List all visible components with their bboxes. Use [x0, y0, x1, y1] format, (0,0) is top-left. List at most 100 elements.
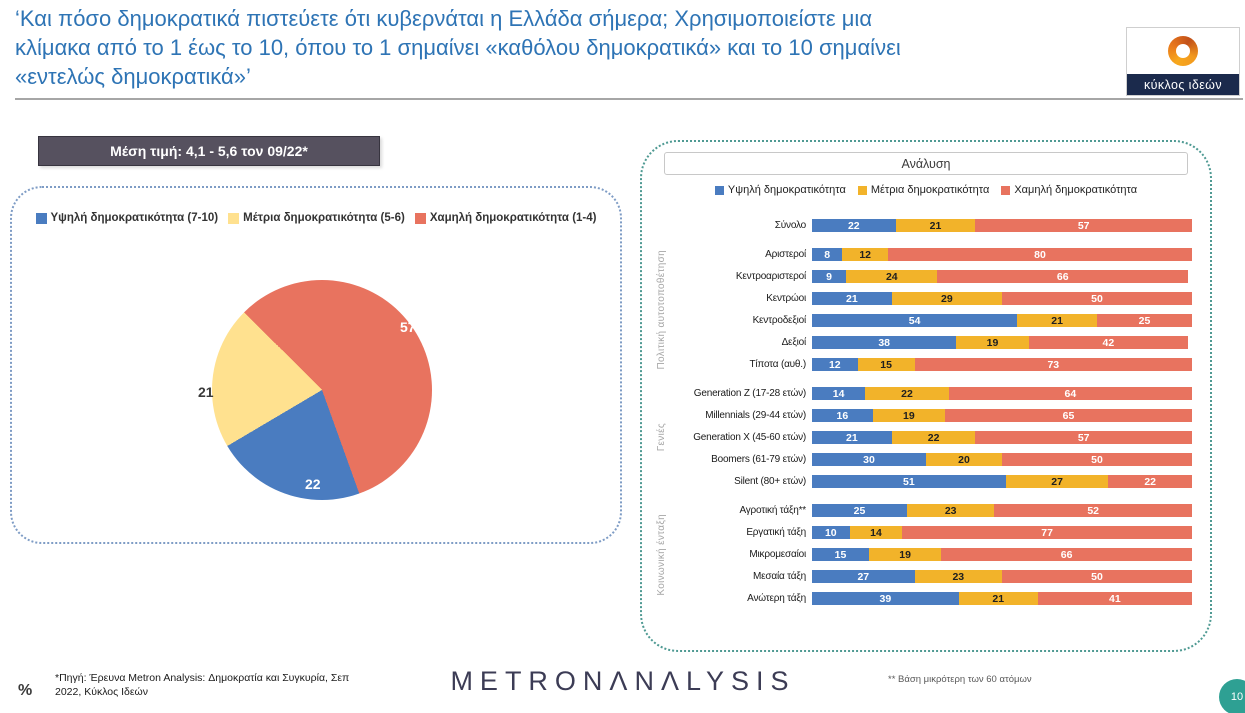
page-title: ‘Και πόσο δημοκρατικά πιστεύετε ότι κυβε…	[15, 6, 901, 90]
bar-category-label: Generation Z (17-28 ετών)	[693, 388, 806, 399]
bar-segment-mid: 14	[849, 526, 903, 539]
bar-category-label: Αριστεροί	[765, 249, 806, 260]
bar-segment-high: 51	[812, 475, 1006, 488]
bar-segment-low: 25	[1096, 314, 1192, 327]
bar-track: 27 23 50	[812, 570, 1192, 583]
bar-segment-high: 14	[812, 387, 866, 400]
bar-segment-mid: 29	[891, 292, 1002, 305]
bar-row: Τίποτα (αυθ.) 12 15 73	[670, 357, 1192, 372]
analysis-panel: Ανάλυση Υψηλή δημοκρατικότητα Μέτρια δημ…	[640, 140, 1212, 652]
bar-segment-high: 21	[812, 292, 892, 305]
bar-row: Μεσαία τάξη 27 23 50	[670, 569, 1192, 584]
bar-segment-mid: 12	[842, 248, 888, 261]
bar-row: Ανώτερη τάξη 39 21 41	[670, 591, 1193, 606]
bar-group: Σύνολο 22 21 57	[652, 218, 1192, 233]
bar-segment-low: 50	[1002, 453, 1192, 466]
bar-track: 12 15 73	[812, 358, 1192, 371]
bar-track: 38 19 42	[812, 336, 1192, 349]
bar-group: Πολιτική αυτοτοποθέτηση Αριστεροί 8 12 80 Κεν…	[652, 247, 1192, 372]
bar-segment-mid: 24	[846, 270, 938, 283]
legend-label-low: Χαμηλή δημοκρατικότητα (1-4)	[429, 212, 597, 224]
bar-segment-high: 27	[812, 570, 915, 583]
bar-segment-high: 15	[812, 548, 869, 561]
bar-category-label: Αγροτική τάξη**	[739, 505, 806, 516]
legend-label-mid: Μέτρια δημοκρατικότητα	[870, 184, 990, 196]
bar-segment-mid: 19	[956, 336, 1029, 349]
bar-track: 30 20 50	[812, 453, 1192, 466]
bar-track: 54 21 25	[812, 314, 1192, 327]
bar-row: Αριστεροί 8 12 80	[670, 247, 1192, 262]
mean-value-box: Μέση τιμή: 4,1 - 5,6 τον 09/22*	[38, 136, 380, 166]
pie-chart	[212, 280, 432, 500]
bar-chart: Σύνολο 22 21 57 Πολιτική αυτοτοποθέτηση Αριστ…	[652, 218, 1193, 640]
legend-swatch-high	[714, 185, 724, 195]
bar-segment-high: 10	[812, 526, 850, 539]
bar-segment-low: 66	[941, 548, 1192, 561]
bar-track: 9 24 66	[812, 270, 1192, 283]
bar-segment-high: 54	[812, 314, 1018, 327]
legend-label-high: Υψηλή δημοκρατικότητα (7-10)	[50, 212, 219, 224]
source-footnote: *Πηγή: Έρευνα Metron Analysis: Δημοκρατί…	[55, 672, 350, 699]
bar-track: 8 12 80	[812, 248, 1192, 261]
bar-row: Αγροτική τάξη** 25 23 52	[670, 503, 1192, 518]
legend-item-high: Υψηλή δημοκρατικότητα	[714, 184, 846, 196]
bar-category-label: Κεντροαριστεροί	[735, 271, 806, 282]
legend-item-mid: Μέτρια δημοκρατικότητα (5-6)	[228, 212, 405, 224]
bar-segment-mid: 19	[872, 409, 945, 422]
bar-segment-mid: 21	[1017, 314, 1097, 327]
bar-track: 10 14 77	[812, 526, 1192, 539]
bar-row: Μικρομεσαίοι 15 19 66	[670, 547, 1192, 562]
bar-segment-low: 66	[937, 270, 1189, 283]
bar-category-label: Generation X (45-60 ετών)	[693, 432, 806, 443]
logo-text: κύκλος ιδεών	[1127, 74, 1239, 95]
bar-segment-low: 41	[1037, 592, 1193, 605]
legend-swatch-high	[35, 212, 47, 224]
bar-track: 21 29 50	[812, 292, 1192, 305]
bar-segment-low: 52	[994, 504, 1192, 517]
bar-segment-low: 57	[975, 219, 1192, 232]
bar-row: Κεντροαριστεροί 9 24 66	[670, 269, 1192, 284]
bar-track: 14 22 64	[812, 387, 1192, 400]
bar-segment-low: 22	[1108, 475, 1192, 488]
bar-row: Σύνολο 22 21 57	[670, 218, 1192, 233]
bar-segment-low: 77	[902, 526, 1192, 539]
bar-group-label: Κοινωνική ένταξη	[655, 513, 667, 596]
bar-category-label: Τίποτα (αυθ.)	[749, 359, 806, 370]
bar-category-label: Μεσαία τάξη	[753, 571, 806, 582]
pie-value-high: 22	[305, 476, 321, 492]
bar-category-label: Silent (80+ ετών)	[734, 476, 806, 487]
bar-category-label: Ανώτερη τάξη	[747, 593, 806, 604]
bar-category-label: Μικρομεσαίοι	[749, 549, 806, 560]
pie-panel: Υψηλή δημοκρατικότητα (7-10) Μέτρια δημο…	[10, 186, 622, 544]
logo-ring-wrap	[1168, 28, 1198, 74]
bar-segment-mid: 23	[914, 570, 1002, 583]
bar-track: 15 19 66	[812, 548, 1192, 561]
bar-row: Silent (80+ ετών) 51 27 22	[670, 474, 1192, 489]
bar-track: 51 27 22	[812, 475, 1192, 488]
bar-track: 25 23 52	[812, 504, 1192, 517]
bar-segment-high: 30	[812, 453, 926, 466]
bar-segment-high: 16	[812, 409, 873, 422]
bar-segment-high: 9	[812, 270, 847, 283]
legend-swatch-mid	[857, 185, 867, 195]
bar-row: Εργατική τάξη 10 14 77	[670, 525, 1192, 540]
bar-group: Κοινωνική ένταξη Αγροτική τάξη** 25 23 52 Εργ…	[652, 503, 1193, 606]
circle-logo-icon	[1168, 36, 1198, 66]
bar-segment-high: 8	[812, 248, 843, 261]
bar-track: 16 19 65	[812, 409, 1192, 422]
legend-label-high: Υψηλή δημοκρατικότητα	[727, 184, 846, 196]
bar-group-label: Πολιτική αυτοτοποθέτηση	[655, 249, 667, 370]
bar-track: 21 22 57	[812, 431, 1192, 444]
bar-row: Κεντρώοι 21 29 50	[670, 291, 1192, 306]
bar-segment-high: 12	[812, 358, 858, 371]
bar-segment-low: 73	[914, 358, 1192, 371]
legend-swatch-low	[414, 212, 426, 224]
bar-segment-high: 22	[812, 219, 896, 232]
bar-group: Γενιές Generation Z (17-28 ετών) 14 22 64 Mil…	[652, 386, 1192, 489]
bar-legend: Υψηλή δημοκρατικότητα Μέτρια δημοκρατικό…	[642, 184, 1210, 196]
bar-segment-low: 50	[1001, 570, 1192, 583]
bar-row: Κεντροδεξιοί 54 21 25	[670, 313, 1192, 328]
legend-item-high: Υψηλή δημοκρατικότητα (7-10)	[35, 212, 219, 224]
bar-segment-high: 25	[812, 504, 907, 517]
